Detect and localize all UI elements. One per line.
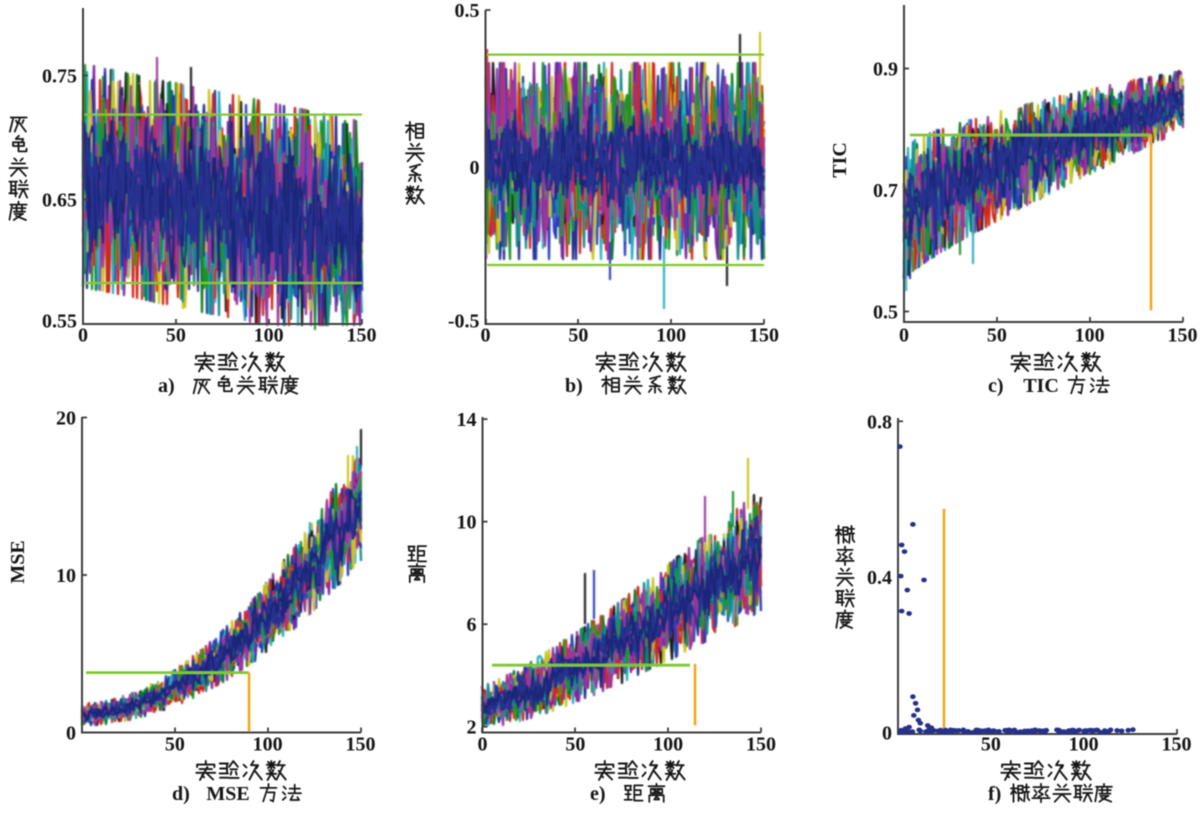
svg-text:-0.5: -0.5 [448,311,480,333]
svg-text:TIC: TIC [1023,375,1059,397]
svg-text:10: 10 [457,512,477,534]
svg-text:100: 100 [656,325,686,347]
svg-text:0: 0 [470,157,480,179]
svg-text:100: 100 [253,734,283,756]
svg-text:0.75: 0.75 [42,65,77,87]
svg-text:b): b) [565,375,583,397]
svg-text:0: 0 [66,723,76,745]
svg-text:150: 150 [746,734,776,756]
svg-text:0: 0 [78,325,88,347]
svg-text:100: 100 [1075,325,1105,347]
svg-text:50: 50 [165,734,185,756]
svg-text:20: 20 [56,408,76,430]
svg-text:0: 0 [478,734,488,756]
svg-text:150: 150 [749,325,779,347]
svg-text:0: 0 [882,723,892,745]
svg-text:d): d) [172,783,190,805]
svg-text:14: 14 [457,409,477,431]
svg-text:c): c) [988,375,1004,397]
svg-text:10: 10 [56,565,76,587]
svg-text:50: 50 [166,325,186,347]
svg-text:0.55: 0.55 [42,311,77,333]
svg-text:100: 100 [1069,734,1099,756]
svg-text:a): a) [158,375,175,397]
svg-text:50: 50 [568,325,588,347]
svg-text:0.5: 0.5 [455,0,480,22]
svg-text:MSE: MSE [7,540,29,583]
svg-text:50: 50 [565,734,585,756]
svg-text:150: 150 [1168,325,1198,347]
svg-text:50: 50 [987,325,1007,347]
svg-text:0.9: 0.9 [873,59,898,81]
svg-text:100: 100 [254,325,284,347]
svg-text:MSE: MSE [206,783,249,805]
svg-text:0.4: 0.4 [867,567,892,589]
svg-text:50: 50 [981,734,1001,756]
svg-text:0.8: 0.8 [867,411,892,433]
svg-text:6: 6 [467,614,477,636]
svg-text:2: 2 [467,717,477,739]
svg-text:0.65: 0.65 [42,190,77,212]
svg-text:150: 150 [346,734,376,756]
svg-text:TIC: TIC [829,142,851,178]
svg-text:150: 150 [1162,734,1192,756]
svg-text:0.5: 0.5 [873,302,898,324]
svg-text:e): e) [590,783,606,805]
svg-text:f): f) [988,783,1001,805]
svg-text:0.7: 0.7 [873,180,898,202]
svg-text:150: 150 [347,325,377,347]
svg-text:100: 100 [653,734,683,756]
svg-text:0: 0 [899,325,909,347]
svg-text:0: 0 [481,325,491,347]
